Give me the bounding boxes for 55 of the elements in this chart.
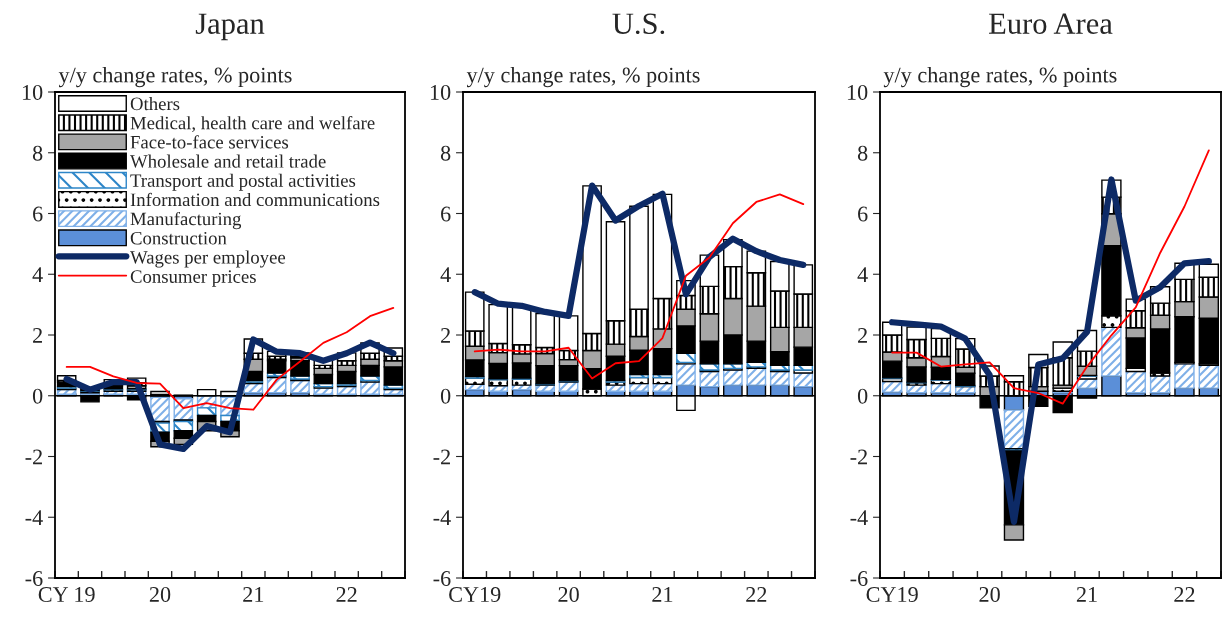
legend-label: Medical, health care and welfare [130,115,375,133]
chart-title: Euro Area [989,13,1113,34]
x-tick-label: CY19 [449,587,501,602]
legend-label: Construction [130,231,227,245]
legend-label: Consumer prices [130,270,256,287]
y-tick-label: -2 [25,449,42,465]
x-tick-label: 21 [1076,587,1097,602]
x-tick-label: 20 [149,586,171,602]
y-tick-label: 10 [430,84,451,100]
y-tick-label: 2 [33,327,42,343]
y-tick-label: -6 [850,570,868,586]
y-tick-label: 6 [858,206,868,222]
x-tick-label: 20 [558,586,579,602]
y-tick-label: 8 [857,145,868,161]
y-tick-label: -4 [433,510,451,525]
x-tick-label: 21 [243,587,264,602]
y-tick-label: 2 [441,327,450,343]
y-tick-label: 8 [440,145,451,161]
x-tick-label: 22 [1174,587,1195,602]
y-tick-label: 0 [32,388,43,404]
y-tick-label: 0 [857,388,868,404]
legend-label: Manufacturing [130,211,242,230]
y-tick-label: -4 [850,510,868,525]
legend-label: Others [130,96,180,111]
y-tick-label: 4 [857,267,868,282]
legend-label: Wholesale and retail trade [130,154,326,168]
y-tick-label: -2 [850,449,867,465]
y-tick-label: -6 [25,570,43,586]
y-tick-label: 8 [32,145,43,161]
y-tick-label: -4 [25,510,43,525]
x-tick-label: CY19 [866,587,918,602]
y-tick-label: 10 [22,84,43,100]
x-tick-label: 21 [652,587,673,602]
y-tick-label: 10 [847,84,868,100]
x-tick-label: CY 19 [38,587,95,602]
y-tick-label: 0 [440,388,451,404]
chart-title: Japan [195,13,265,41]
legend-label: Face-to-face services [130,135,289,149]
chart-title: U.S. [612,13,665,35]
y-axis-title: y/y change rates, % points [58,66,292,88]
legend-label: Wages per employee [130,250,286,268]
legend-label: Transport and postal activities [130,173,356,191]
x-tick-label: 20 [979,586,1000,602]
y-axis-title: y/y change rates, % points [883,66,1117,88]
y-tick-label: 2 [858,327,867,343]
y-tick-label: 6 [441,206,451,222]
y-tick-label: -2 [433,449,450,465]
y-tick-label: 4 [440,267,451,282]
x-tick-label: 22 [336,587,357,602]
legend-label: Information and communications [130,192,380,207]
x-tick-label: 22 [746,587,767,602]
y-tick-label: 6 [33,206,43,222]
y-tick-label: -6 [433,570,451,586]
y-tick-label: 4 [32,267,43,282]
y-axis-title: y/y change rates, % points [466,66,700,88]
